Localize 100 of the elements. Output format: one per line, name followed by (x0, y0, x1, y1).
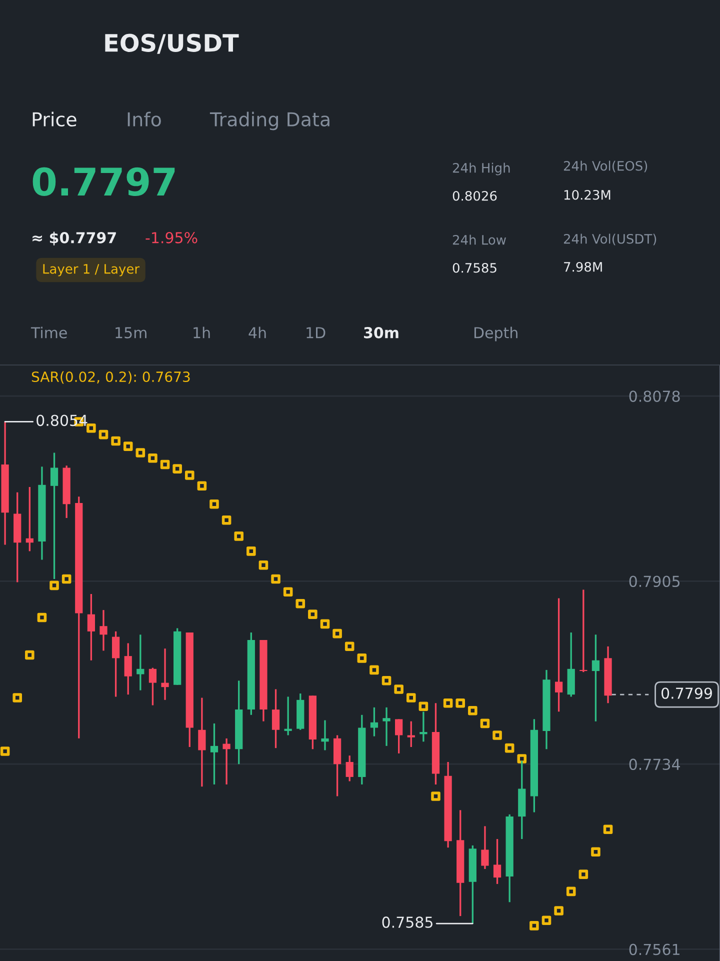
text: Info (128, 112, 161, 127)
candlestick (481, 825, 489, 870)
point (603, 824, 613, 834)
candlestick (395, 718, 403, 754)
point (296, 598, 306, 608)
candlestick (321, 719, 329, 752)
point (197, 481, 207, 491)
point (172, 464, 182, 474)
text: SAR(0.02, 0.2): 0.7673 (32, 371, 190, 384)
candlestick (148, 666, 157, 706)
point (431, 792, 440, 801)
text: 0.8026 (452, 190, 497, 201)
point (148, 453, 158, 463)
point (184, 470, 194, 480)
text: Time (30, 326, 67, 338)
annotation: 0.7585 (382, 916, 432, 928)
text: 4h (248, 326, 266, 338)
candlestick (161, 648, 169, 701)
point (136, 448, 146, 458)
point (271, 574, 280, 584)
point (62, 574, 72, 584)
candlestick (26, 486, 34, 552)
text: 24h High (452, 162, 510, 176)
point (111, 436, 120, 446)
candlestick (112, 630, 120, 698)
candlestick (493, 838, 502, 885)
point (530, 921, 539, 930)
text: -1.95% (146, 232, 198, 244)
text: 24h Vol(EOS) (564, 160, 648, 172)
point (357, 654, 367, 663)
point (12, 693, 22, 702)
candlestick (580, 588, 588, 673)
text: 1D (306, 327, 326, 338)
candlestick (50, 452, 58, 580)
point (37, 612, 47, 622)
point (517, 754, 527, 764)
point (370, 665, 379, 675)
point (504, 743, 514, 753)
point (0, 746, 10, 756)
point (98, 430, 108, 440)
text: 7.98M (564, 262, 602, 272)
point (258, 560, 268, 570)
text: 0.7585 (452, 262, 496, 273)
point (160, 460, 170, 470)
point (566, 886, 576, 896)
text: Trading Data (210, 112, 330, 130)
point (443, 698, 453, 708)
point (210, 499, 219, 509)
candlestick (284, 696, 292, 736)
candlestick (87, 593, 95, 662)
point (50, 580, 59, 590)
point (246, 546, 256, 556)
point (468, 706, 478, 716)
chart-title: EOS/USDT (105, 34, 239, 54)
point (480, 718, 490, 728)
point (394, 684, 404, 694)
candlestick (346, 754, 354, 782)
text: Price (32, 112, 76, 127)
candlestick (382, 706, 390, 747)
point (25, 650, 34, 660)
point (418, 702, 428, 711)
text: Layer 1 / Layer (43, 264, 140, 276)
candlestick (222, 738, 230, 786)
text: 15m (116, 327, 146, 338)
point (320, 619, 330, 629)
point (382, 676, 392, 686)
candlestick (592, 634, 600, 722)
point (86, 423, 96, 433)
point (308, 610, 318, 619)
point (406, 693, 416, 702)
text: 10.23M (564, 190, 610, 200)
text: 0.7797 (32, 167, 175, 196)
text: ≈ $0.7797 (32, 232, 116, 246)
candlestick (136, 634, 144, 692)
point (332, 628, 342, 638)
candlestick (210, 722, 218, 786)
point (542, 916, 552, 925)
candlestick (272, 688, 280, 749)
text: Depth (474, 326, 518, 342)
text: 30m (364, 327, 398, 338)
candlestick (124, 642, 132, 696)
point (234, 532, 244, 541)
candlestick (554, 597, 563, 713)
text: 24h Low (452, 234, 506, 245)
candlestick (420, 710, 428, 742)
point (456, 698, 465, 708)
y-tick-label: 0.7905 (629, 576, 680, 588)
point (222, 516, 232, 525)
y-tick-label: 0.7734 (629, 758, 680, 770)
point (578, 870, 588, 879)
candlestick (370, 706, 378, 738)
y-tick-label: 0.8078 (629, 390, 680, 402)
candlestick (100, 609, 108, 652)
y-tick-label: 0.7561 (629, 944, 680, 956)
text: 1h (194, 326, 210, 338)
ref-line-label: 0.7799 (662, 688, 712, 699)
point (554, 906, 564, 916)
candlestick (407, 720, 415, 748)
point (283, 587, 293, 596)
point (344, 642, 354, 652)
